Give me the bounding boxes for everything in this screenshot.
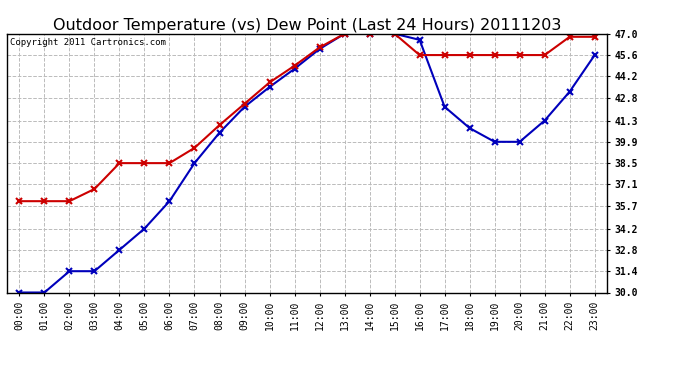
Text: Copyright 2011 Cartronics.com: Copyright 2011 Cartronics.com	[10, 38, 166, 46]
Title: Outdoor Temperature (vs) Dew Point (Last 24 Hours) 20111203: Outdoor Temperature (vs) Dew Point (Last…	[53, 18, 561, 33]
